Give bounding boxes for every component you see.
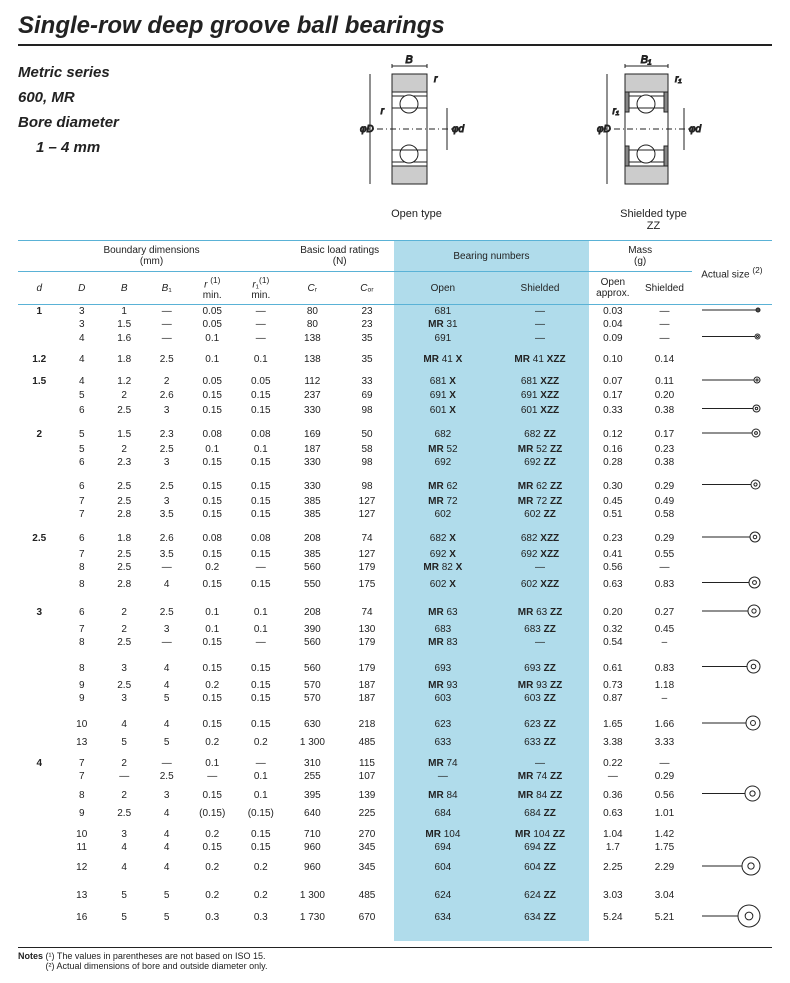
- table-row: 10440.150.15630218623623 ZZ1.651.66: [18, 713, 772, 736]
- table-row: 251.52.30.080.0816950682682 ZZ0.120.17: [18, 426, 772, 443]
- hdr-Cr: Cᵣ: [285, 272, 340, 305]
- svg-text:B: B: [405, 54, 412, 66]
- table-row: 1.541.220.050.0511233681 X681 XZZ0.070.1…: [18, 374, 772, 389]
- table-row: 10340.20.15710270MR 104MR 104 ZZ1.041.42: [18, 828, 772, 841]
- table-row: 62.52.50.150.1533098MR 62MR 62 ZZ0.300.2…: [18, 477, 772, 495]
- table-row: 12440.20.2960345604604 ZZ2.252.29: [18, 854, 772, 881]
- series-block: Metric series 600, MR Bore diameter 1 – …: [18, 54, 298, 164]
- table-row: 7230.10.1390130683683 ZZ0.320.45: [18, 623, 772, 636]
- diagrams: B r r φD φd Open type: [298, 54, 772, 232]
- note-2: (²) Actual dimensions of bore and outsid…: [46, 961, 268, 971]
- table-row: 9350.150.15570187603603 ZZ0.87–: [18, 692, 772, 705]
- table-row: 82.5—0.2—560179MR 82 X—0.56—: [18, 561, 772, 574]
- svg-text:r: r: [380, 106, 384, 117]
- table-row: 8230.150.1395139MR 84MR 84 ZZ0.360.56: [18, 783, 772, 807]
- table-row: 13550.20.21 300485624624 ZZ3.033.04: [18, 889, 772, 902]
- hdr-actual: Actual size (2): [692, 241, 772, 305]
- series-line-3: Bore diameter: [18, 114, 298, 131]
- table-row: 522.50.10.118758MR 52MR 52 ZZ0.160.23: [18, 443, 772, 456]
- svg-text:r₁: r₁: [675, 74, 681, 85]
- hdr-boundary: Boundary dimensions(mm): [18, 241, 285, 272]
- table-row: 41.6—0.1—13835691—0.09—: [18, 331, 772, 345]
- table-row: 82.840.150.15550175602 X602 XZZ0.630.83: [18, 574, 772, 594]
- series-line-1: Metric series: [18, 64, 298, 81]
- table-row: 2.561.82.60.080.0820874682 X682 XZZ0.230…: [18, 529, 772, 548]
- table-row: 1.241.82.50.10.113835MR 41 XMR 41 XZZ0.1…: [18, 353, 772, 366]
- hdr-mshielded: Shielded: [637, 272, 692, 305]
- svg-text:φD: φD: [360, 124, 374, 135]
- notes: Notes (¹) The values in parentheses are …: [18, 947, 772, 971]
- hdr-load: Basic load ratings(N): [285, 241, 394, 272]
- hdr-B1: B₁: [145, 272, 187, 305]
- hdr-open: Open: [394, 272, 491, 305]
- table-row: 16550.30.31 730670634634 ZZ5.245.21: [18, 902, 772, 933]
- page-title: Single-row deep groove ball bearings: [18, 12, 772, 46]
- series-line-2: 600, MR: [18, 89, 298, 106]
- hdr-mopen: Openapprox.: [589, 272, 638, 305]
- table-row: 82.5—0.15—560179MR 83—0.54–: [18, 636, 772, 649]
- shielded-type-diagram: B₁ r₁ r₁ φD φd: [589, 54, 719, 232]
- table-row: 92.540.20.15570187MR 93MR 93 ZZ0.731.18: [18, 679, 772, 692]
- table-row: 522.60.150.1523769691 X691 XZZ0.170.20: [18, 389, 772, 402]
- hdr-r1min: r₁(1)min.: [237, 272, 286, 305]
- table-row: 131—0.05—8023681—0.03—: [18, 305, 772, 319]
- table-row: 72.83.50.150.15385127602602 ZZ0.510.58: [18, 508, 772, 521]
- hdr-bearing: Bearing numbers: [394, 241, 588, 272]
- hdr-mass: Mass(g): [589, 241, 692, 272]
- open-type-diagram: B r r φD φd Open type: [352, 54, 482, 232]
- hdr-Cor: Cₒᵣ: [340, 272, 395, 305]
- svg-text:B₁: B₁: [640, 54, 651, 66]
- table-row: 72.530.150.15385127MR 72MR 72 ZZ0.450.49: [18, 495, 772, 508]
- note-1: (¹) The values in parentheses are not ba…: [46, 951, 266, 961]
- table-row: 92.54(0.15)(0.15)640225684684 ZZ0.631.01: [18, 807, 772, 820]
- table-row: 62.330.150.1533098692692 ZZ0.280.38: [18, 456, 772, 469]
- table-row: 62.530.150.1533098601 X601 XZZ0.330.38: [18, 402, 772, 418]
- top-section: Metric series 600, MR Bore diameter 1 – …: [18, 54, 772, 232]
- series-line-4: 1 – 4 mm: [18, 139, 298, 156]
- svg-text:r₁: r₁: [612, 106, 618, 117]
- open-type-caption: Open type: [352, 208, 482, 220]
- table-row: 11440.150.15960345694694 ZZ1.71.75: [18, 841, 772, 854]
- hdr-D: D: [60, 272, 102, 305]
- table-row: 72.53.50.150.15385127692 X692 XZZ0.410.5…: [18, 548, 772, 561]
- table-row: 31.5—0.05—8023MR 31—0.04—: [18, 318, 772, 331]
- table-row: 472—0.1—310115MR 74—0.22—: [18, 757, 772, 770]
- table-row: 3622.50.10.120874MR 63MR 63 ZZ0.200.27: [18, 602, 772, 623]
- shielded-type-caption-1: Shielded type: [589, 208, 719, 220]
- hdr-B: B: [103, 272, 145, 305]
- notes-label: Notes: [18, 951, 43, 961]
- svg-text:φd: φd: [452, 124, 465, 135]
- svg-text:φD: φD: [597, 124, 611, 135]
- svg-text:r: r: [434, 74, 438, 85]
- svg-text:φd: φd: [689, 124, 702, 135]
- table-row: 8340.150.15560179693693 ZZ0.610.83: [18, 657, 772, 679]
- table-row: 13550.20.21 300485633633 ZZ3.383.33: [18, 736, 772, 749]
- hdr-rmin: r (1)min.: [188, 272, 237, 305]
- hdr-d: d: [18, 272, 60, 305]
- table-row: 7—2.5—0.1255107—MR 74 ZZ—0.29: [18, 770, 772, 783]
- data-table: Boundary dimensions(mm) Basic load ratin…: [18, 240, 772, 941]
- shielded-type-caption-2: ZZ: [589, 220, 719, 232]
- hdr-shielded: Shielded: [491, 272, 588, 305]
